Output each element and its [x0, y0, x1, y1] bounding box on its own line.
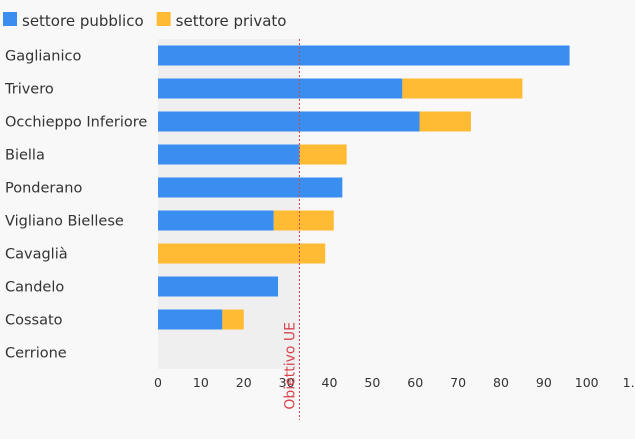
category-label: Trivero — [4, 82, 54, 98]
x-tick-label: 30 — [279, 375, 295, 390]
x-tick-label: 80 — [493, 375, 509, 390]
x-tick-label: 90 — [536, 375, 552, 390]
bar-segment-0 — [158, 78, 403, 99]
x-tick-label: 60 — [407, 375, 423, 390]
bar-segment-0 — [158, 45, 570, 66]
legend-swatch-1 — [156, 12, 171, 26]
bar-segment-0 — [158, 177, 343, 198]
legend-label-0: settore pubblico — [22, 12, 144, 30]
category-label: Gaglianico — [5, 49, 81, 65]
x-tick-label: 0 — [154, 375, 162, 390]
x-tick-label: 1… — [623, 375, 635, 390]
category-label: Ponderano — [5, 181, 82, 197]
bar-segment-1 — [299, 144, 347, 165]
bar-segment-0 — [158, 111, 420, 132]
x-tick-label: 70 — [450, 375, 466, 390]
x-axis-ticks: 0 10 20 30 40 50 60 70 80 90 100 1… — [154, 375, 635, 390]
category-label: Candelo — [5, 280, 64, 296]
bar-segment-1 — [273, 210, 334, 231]
legend-swatch-0 — [3, 12, 17, 26]
category-label: Cavaglià — [5, 247, 68, 263]
bar-segment-1 — [158, 243, 326, 264]
category-label: Biella — [5, 148, 45, 164]
bars — [158, 45, 570, 330]
bar-segment-1 — [222, 309, 244, 330]
category-label: Cerrione — [5, 346, 67, 362]
x-tick-label: 20 — [236, 375, 252, 390]
category-label: Occhieppo Inferiore — [5, 115, 147, 131]
bar-segment-1 — [419, 111, 471, 132]
x-tick-label: 50 — [364, 375, 380, 390]
bar-segment-1 — [402, 78, 523, 99]
target-label: Obiettivo UE — [282, 322, 298, 410]
legend: settore pubblico settore privato — [3, 12, 286, 30]
category-label: Cossato — [5, 313, 63, 329]
bar-segment-0 — [158, 210, 274, 231]
bar-segment-0 — [158, 276, 279, 297]
x-tick-label: 10 — [193, 375, 209, 390]
category-label: Vigliano Biellese — [5, 214, 124, 230]
legend-label-1: settore privato — [176, 12, 287, 30]
category-labels: Gaglianico Trivero Occhieppo Inferiore Biel… — [4, 49, 147, 362]
x-tick-label: 40 — [322, 375, 338, 390]
bar-segment-0 — [158, 309, 223, 330]
bar-segment-0 — [158, 144, 300, 165]
x-tick-label: 100 — [575, 375, 599, 390]
